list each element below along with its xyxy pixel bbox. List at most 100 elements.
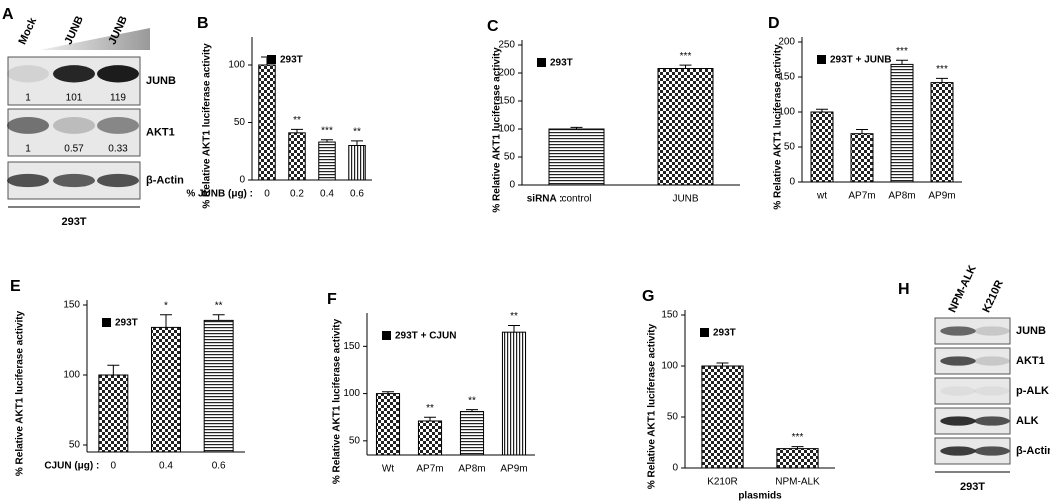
significance: *** — [896, 46, 908, 57]
blot-band — [940, 356, 976, 366]
significance: *** — [792, 432, 804, 443]
error-bar — [508, 325, 520, 333]
bar — [850, 133, 874, 183]
legend-label: 293T — [713, 328, 736, 339]
error-bar — [570, 126, 583, 129]
y-tick-label: 0 — [672, 463, 678, 474]
error-bar — [716, 362, 729, 366]
legend-swatch — [267, 55, 276, 64]
error-bar — [261, 56, 273, 65]
significance: ** — [468, 395, 476, 406]
y-tick-label: 150 — [343, 341, 360, 352]
bar — [930, 82, 954, 183]
y-tick-label: 150 — [63, 300, 80, 311]
y-tick-label: 200 — [778, 37, 795, 48]
x-tick-label: AP9m — [928, 191, 955, 202]
x-tick-label: AP7m — [848, 191, 875, 202]
blot-footer: 293T — [960, 481, 985, 493]
legend-label: 293T — [280, 55, 303, 66]
blot-band — [97, 65, 139, 83]
x-tick-label: AP8m — [458, 464, 485, 475]
x-tick-label: Wt — [382, 464, 394, 475]
y-tick-label: 50 — [784, 142, 796, 153]
band-quant: 1 — [25, 144, 31, 155]
row-label: AKT1 — [1016, 355, 1045, 367]
panel-letter: C — [487, 18, 499, 35]
x-prefix: CJUN (μg) : — [44, 461, 99, 472]
bar — [548, 128, 605, 186]
x-tick-label: 0.2 — [290, 189, 304, 200]
y-tick-label: 50 — [504, 152, 516, 163]
error-bar — [291, 128, 303, 133]
error-bar — [816, 108, 828, 112]
y-tick-label: 250 — [498, 40, 515, 51]
x-tick-label: 0.6 — [350, 189, 364, 200]
blot-band — [940, 416, 976, 426]
significance: *** — [680, 51, 692, 62]
band-quant: 119 — [110, 93, 126, 104]
error-bar — [160, 314, 172, 328]
panel-letter: D — [768, 15, 780, 32]
significance: ** — [426, 403, 434, 414]
y-tick-label: 0 — [509, 180, 515, 191]
x-tick-label: AP7m — [416, 464, 443, 475]
panel-letter: B — [197, 15, 209, 32]
lane-label: Mock — [16, 15, 39, 46]
bar — [375, 393, 401, 456]
y-axis-label: % Relative AKT1 luciferase activity — [492, 47, 503, 213]
y-tick-label: 50 — [234, 117, 246, 128]
y-tick-label: 150 — [778, 72, 795, 83]
lane-label: NPM-ALK — [946, 263, 978, 314]
blot-band — [53, 116, 95, 134]
blot-band — [940, 326, 976, 336]
y-tick-label: 200 — [498, 68, 515, 79]
legend-swatch — [102, 318, 111, 327]
blot-band — [974, 326, 1010, 336]
x-tick-label: 0.4 — [159, 461, 173, 472]
significance: *** — [321, 125, 333, 136]
y-tick-label: 100 — [228, 60, 245, 71]
panel-letter: E — [10, 278, 21, 295]
bar — [258, 64, 276, 181]
x-tick-label: AP8m — [888, 191, 915, 202]
y-tick-label: 100 — [498, 124, 515, 135]
significance: *** — [936, 64, 948, 75]
panel-letter: H — [898, 281, 910, 298]
legend-swatch — [382, 331, 391, 340]
x-tick-label: 0.6 — [212, 461, 226, 472]
x-tick-label: NPM-ALK — [775, 477, 820, 488]
legend-label: 293T + CJUN — [395, 331, 456, 342]
y-axis-label: % Relative AKT1 luciferase activity — [332, 318, 343, 484]
x-tick-label: JUNB — [672, 194, 698, 205]
y-tick-label: 150 — [498, 96, 515, 107]
bar — [701, 365, 744, 469]
band-quant: 101 — [66, 93, 83, 104]
x-tick-label: 0.4 — [320, 189, 334, 200]
blot-band — [940, 446, 976, 456]
blot-band — [940, 386, 976, 396]
bar — [288, 132, 306, 181]
band-quant: 0.33 — [108, 144, 128, 155]
panel-letter: G — [642, 288, 654, 305]
y-axis-label: % Relative AKT1 luciferase activity — [773, 44, 784, 210]
error-bar — [896, 59, 908, 65]
error-bar — [679, 64, 692, 69]
x-tick-label: 0 — [264, 189, 270, 200]
error-bar — [351, 140, 363, 146]
x-prefix: siRNA : — [527, 194, 563, 205]
x-tick-label: control — [561, 194, 591, 205]
y-axis-label: % Relative AKT1 luciferase activity — [15, 310, 26, 476]
blot-band — [974, 386, 1010, 396]
row-label: p-ALK — [1016, 385, 1049, 397]
blot-footer: 293T — [61, 216, 86, 228]
bar — [417, 420, 443, 456]
blot-band — [7, 116, 49, 134]
bar — [318, 141, 336, 181]
significance: ** — [215, 300, 223, 311]
bar — [890, 63, 914, 183]
error-bar — [466, 409, 478, 412]
x-tick-label: wt — [816, 191, 827, 202]
row-label: AKT1 — [146, 126, 175, 138]
panel-letter: A — [2, 6, 14, 23]
significance: * — [164, 300, 168, 311]
